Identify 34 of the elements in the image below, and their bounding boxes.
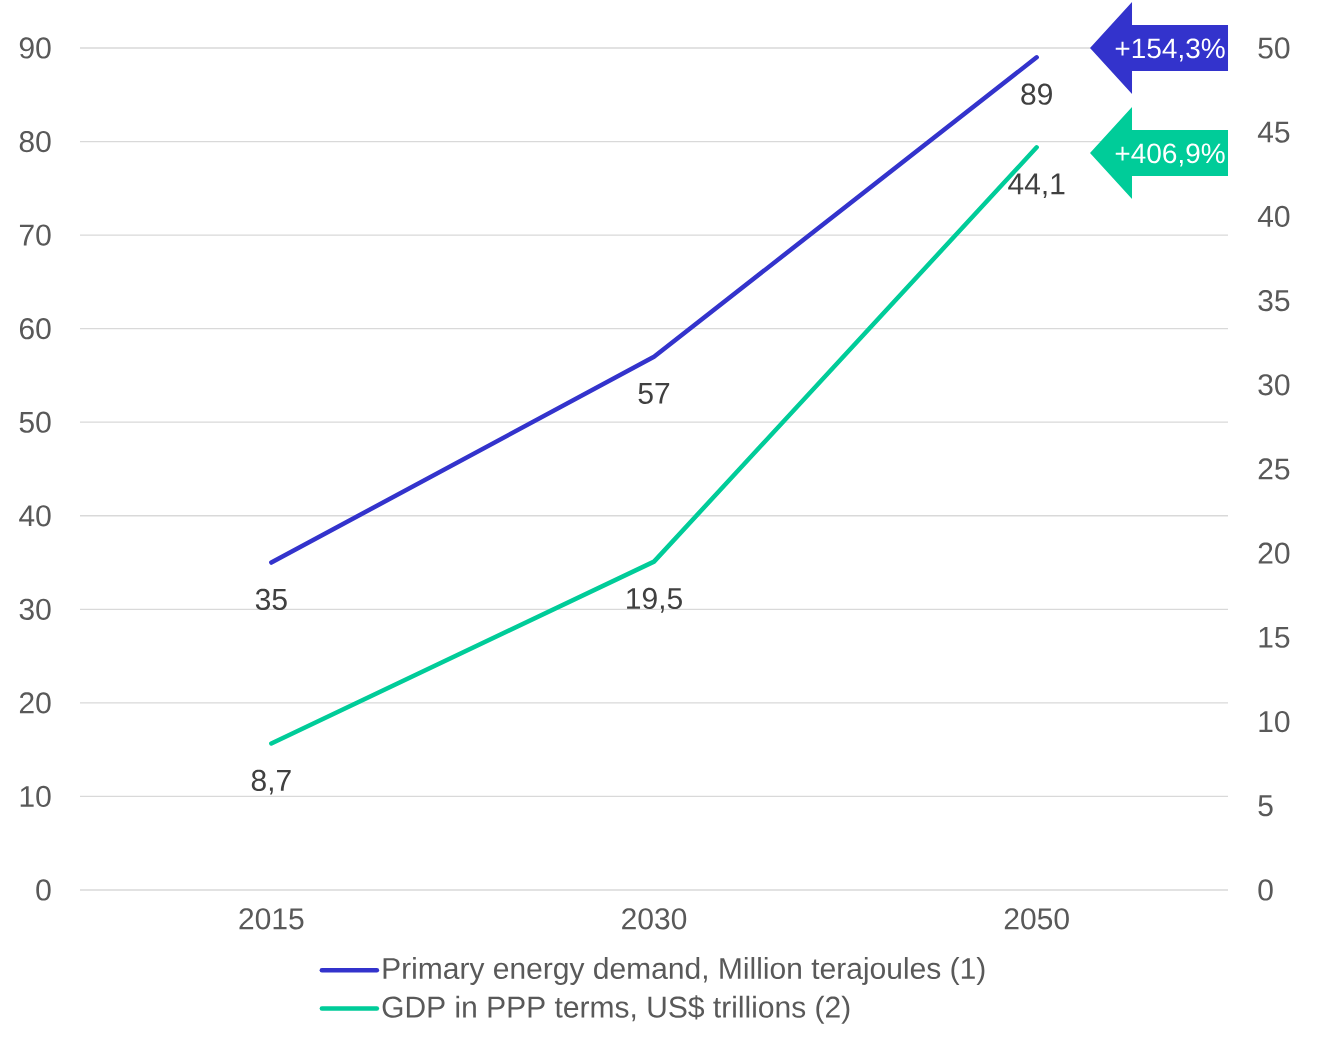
- y-tick-label: 40: [19, 505, 51, 527]
- data-label: 19,5: [627, 587, 682, 613]
- legend-label: Primary energy demand, Million terajoules (1): [383, 957, 985, 985]
- data-label: 44,1: [1008, 173, 1065, 199]
- y2-tick-label: 45: [1257, 121, 1290, 143]
- y2-tick-label: 40: [1257, 205, 1290, 228]
- annotation: +406,9%: [1115, 143, 1225, 167]
- x-tick-label: 2015: [239, 908, 304, 930]
- y2-tick-label: 25: [1258, 458, 1290, 480]
- y-tick-label: 90: [19, 37, 51, 59]
- y-tick-label: 30: [19, 598, 51, 620]
- legend-label: GDP in PPP terms, US$ trillions (2): [382, 995, 850, 1024]
- y2-tick-label: 20: [1258, 542, 1290, 564]
- y2-tick-label: 5: [1258, 795, 1273, 817]
- data-label: 35: [255, 588, 287, 611]
- y-tick-label: 0: [36, 879, 51, 901]
- y-tick-label: 70: [19, 224, 51, 246]
- y2-tick-label: 35: [1258, 289, 1290, 312]
- y-tick-label: 10: [20, 785, 51, 808]
- x-tick-label: 2030: [622, 908, 687, 930]
- y2-tick-label: 50: [1258, 37, 1290, 59]
- y2-tick-label: 10: [1259, 710, 1290, 733]
- y-tick-label: 50: [19, 411, 51, 433]
- data-label: 89: [1021, 83, 1052, 105]
- y-tick-label: 20: [19, 692, 51, 714]
- data-label: 57: [638, 382, 670, 404]
- data-label: 8,7: [251, 769, 291, 795]
- y2-tick-label: 0: [1258, 879, 1273, 901]
- y-tick-label: 80: [19, 130, 51, 153]
- y2-tick-label: 15: [1259, 626, 1290, 648]
- x-tick-label: 2050: [1004, 908, 1069, 930]
- annotation: +154,3%: [1115, 38, 1225, 62]
- y2-tick-label: 30: [1258, 374, 1290, 396]
- y-tick-label: 60: [19, 318, 51, 340]
